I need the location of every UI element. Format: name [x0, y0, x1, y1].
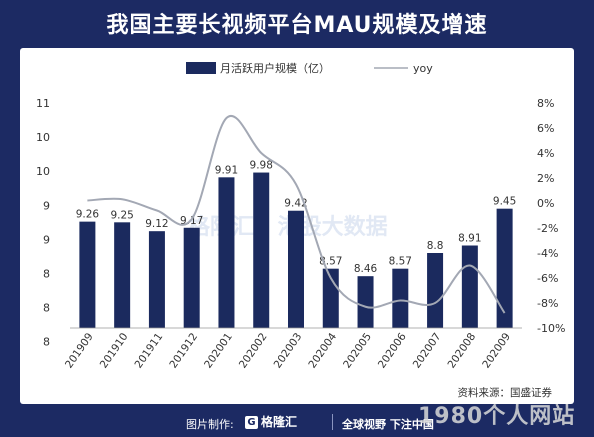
bar	[183, 227, 200, 328]
bar-value-label: 9.45	[493, 196, 516, 208]
bar-value-label: 8.57	[389, 256, 412, 268]
bar	[148, 231, 165, 328]
x-tick-label: 202009	[480, 331, 513, 371]
x-tick-label: 202007	[411, 331, 444, 371]
bar	[253, 172, 270, 328]
footer-brand-text: 格隆汇	[261, 415, 298, 429]
x-tick-label: 202004	[306, 331, 339, 371]
y-right-tick-label: 4%	[537, 147, 554, 160]
y-left-tick-label: 8	[43, 302, 50, 315]
footer-brand: G 格隆汇	[245, 413, 297, 430]
legend-bar-swatch	[186, 62, 216, 74]
y-right-tick-label: -2%	[537, 222, 558, 235]
y-right-tick-label: 6%	[537, 122, 554, 135]
y-left-tick-label: 10	[36, 131, 50, 144]
site-watermark: 1980个人网站	[418, 404, 576, 429]
bar-value-label: 9.42	[284, 198, 307, 210]
x-tick-label: 202008	[445, 331, 478, 371]
x-tick-label: 202002	[237, 331, 270, 371]
x-tick-label: 202003	[272, 331, 305, 371]
chart-title: 我国主要长视频平台MAU规模及增速	[106, 13, 488, 38]
x-tick-label: 202005	[341, 331, 374, 371]
bar-value-label: 9.91	[215, 164, 238, 176]
chart-logo-watermark: 格隆汇 · 港股大数据	[188, 214, 388, 240]
x-tick-label: 202001	[202, 331, 235, 371]
y-right-tick-label: 2%	[537, 172, 554, 185]
yoy-series-line	[87, 114, 506, 314]
footer-separator	[332, 414, 333, 430]
chart-panel: 月活跃用户规模（亿） yoy 11 10 10 9 9 8 8 8 8% 6% 4% 2% 0% -2% -4%…	[20, 48, 574, 404]
bar-value-label: 8.91	[458, 233, 481, 245]
footer-bar: 图片制作: G 格隆汇 全球视野 下注中国	[0, 404, 594, 437]
y-left-tick-label: 9	[43, 233, 50, 246]
x-tick-label: 201911	[133, 331, 166, 371]
y-right-tick-label: -8%	[537, 297, 558, 310]
bar	[79, 221, 96, 328]
brand-logo-icon: G	[245, 416, 258, 429]
bar-value-label: 9.26	[76, 209, 100, 221]
y-left-tick-label: 8	[43, 336, 50, 349]
bar-value-label: 8.46	[354, 263, 378, 275]
bar	[288, 210, 304, 328]
bar	[357, 276, 374, 328]
footer-credit-label: 图片制作:	[186, 418, 234, 431]
bar	[392, 268, 409, 328]
bar-value-label: 9.25	[110, 209, 133, 221]
bar-value-label: 8.8	[427, 240, 444, 252]
y-right-tick-label: 0%	[537, 197, 554, 210]
y-right-tick-label: -10%	[537, 322, 565, 335]
bar	[461, 245, 478, 328]
bar	[427, 253, 444, 328]
y-left-tick-label: 8	[43, 267, 50, 280]
mau-chart: 月活跃用户规模（亿） yoy 11 10 10 9 9 8 8 8 8% 6% 4% 2% 0% -2% -4%…	[36, 61, 565, 399]
footer-slogan: 全球视野 下注中国	[342, 418, 434, 431]
x-tick-label: 201909	[63, 331, 96, 371]
legend-line-label: yoy	[413, 62, 433, 75]
y-left-tick-label: 9	[43, 199, 50, 212]
bar	[218, 177, 235, 328]
y-left-tick-label: 10	[36, 165, 50, 178]
y-right-tick-label: -4%	[537, 247, 558, 260]
y-left-tick-label: 11	[36, 97, 50, 110]
x-tick-label: 201912	[167, 331, 200, 371]
legend-bar-label: 月活跃用户规模（亿）	[220, 61, 330, 75]
source-note: 资料来源：国盛证券	[458, 386, 553, 399]
y-right-tick-label: 8%	[537, 97, 554, 110]
bar	[114, 222, 131, 328]
bar	[496, 208, 513, 328]
bar-value-label: 9.12	[145, 218, 168, 230]
bar-value-label: 9.98	[250, 160, 273, 172]
x-tick-label: 201910	[98, 331, 131, 371]
y-right-tick-label: -6%	[537, 272, 558, 285]
x-tick-label: 202006	[376, 331, 409, 371]
